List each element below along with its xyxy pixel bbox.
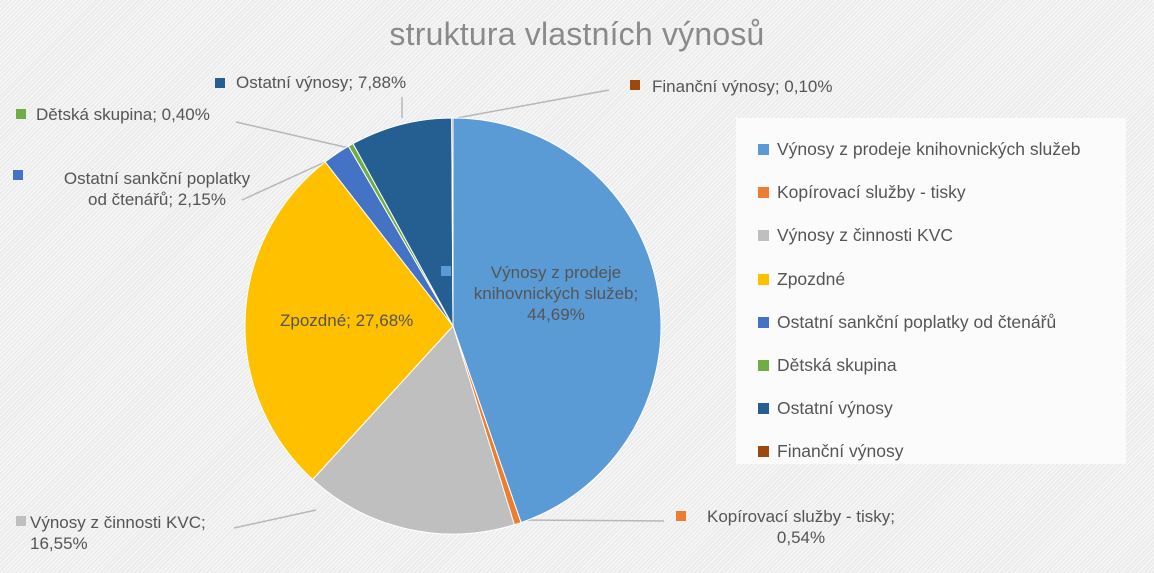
data-label-marker xyxy=(13,170,23,180)
data-label: Výnosy z prodeje knihovnických služeb; 44,… xyxy=(406,262,706,325)
data-label-marker xyxy=(215,78,225,88)
legend-swatch xyxy=(758,360,769,372)
pie-slice-4 xyxy=(244,161,454,481)
data-label-line: 16,55% xyxy=(30,534,88,553)
legend-label: Ostatní výnosy xyxy=(777,398,893,419)
data-label-line: Výnosy z prodeje xyxy=(490,263,622,282)
legend-item: Kopírovací služby - tisky xyxy=(736,171,1126,214)
data-label-line: od čtenářů; 2,15% xyxy=(88,190,226,209)
legend-item: Výnosy z činnosti KVC xyxy=(736,214,1126,257)
data-label-marker xyxy=(16,109,26,119)
legend-item: Zpozdné xyxy=(736,258,1126,301)
data-label-marker xyxy=(676,511,686,521)
legend-label: Finanční výnosy xyxy=(777,441,904,462)
data-label: Výnosy z činnosti KVC; 16,55% xyxy=(30,512,206,554)
data-label-marker xyxy=(630,80,640,90)
pie-slice-3 xyxy=(311,325,515,535)
data-label-marker xyxy=(441,266,451,276)
legend-item: Ostatní sankční poplatky od čtenářů xyxy=(736,301,1126,344)
chart-title: struktura vlastních výnosů xyxy=(389,16,765,52)
legend-label: Zpozdné xyxy=(777,268,846,289)
leader-line xyxy=(241,156,337,201)
legend-label: Ostatní sankční poplatky od čtenářů xyxy=(777,311,1057,332)
data-label-marker xyxy=(16,516,26,526)
data-label-line: Kopírovací služby - tisky; xyxy=(706,507,895,526)
pie-slice-8 xyxy=(451,117,454,327)
data-label: Ostatní výnosy; 7,88% xyxy=(236,72,406,93)
data-label-line: Zpozdné; 27,68% xyxy=(280,311,414,330)
legend-swatch xyxy=(758,446,769,458)
legend-label: Dětská skupina xyxy=(777,355,897,376)
data-label: Finanční výnosy; 0,10% xyxy=(652,76,832,97)
legend-swatch xyxy=(758,187,769,199)
legend-swatch xyxy=(758,144,769,156)
leader-line xyxy=(233,509,317,529)
legend-swatch xyxy=(758,273,769,285)
legend-label: Výnosy z činnosti KVC xyxy=(777,225,954,246)
data-label: Ostatní sankční poplatky od čtenářů; 2,15… xyxy=(7,168,307,210)
data-label-line: Výnosy z činnosti KVC; xyxy=(30,513,206,532)
legend-swatch xyxy=(758,403,769,415)
legend-item: Ostatní výnosy xyxy=(736,387,1126,430)
legend-label: Kopírovací služby - tisky xyxy=(777,182,966,203)
legend-swatch xyxy=(758,230,769,242)
legend-label: Výnosy z prodeje knihovnických služeb xyxy=(777,139,1081,160)
data-label: Zpozdné; 27,68% xyxy=(280,310,413,331)
data-label: Dětská skupina; 0,40% xyxy=(36,104,210,125)
chart-legend: Výnosy z prodeje knihovnických služeb Kop… xyxy=(736,118,1126,464)
pie-slice-1 xyxy=(452,117,662,524)
data-label-line: knihovnických služeb; xyxy=(473,284,639,303)
data-label: Kopírovací služby - tisky; 0,54% xyxy=(651,506,951,548)
leader-line xyxy=(456,89,610,119)
legend-item: Dětská skupina xyxy=(736,344,1126,387)
legend-swatch xyxy=(758,316,769,328)
data-label-line: 0,54% xyxy=(776,528,826,547)
leader-line xyxy=(235,121,350,149)
data-label-line: Ostatní výnosy; 7,88% xyxy=(236,73,407,92)
pie-slice-7 xyxy=(352,117,454,327)
data-label-line: Dětská skupina; 0,40% xyxy=(36,105,210,124)
legend-item: Výnosy z prodeje knihovnických služeb xyxy=(736,128,1126,171)
leader-line xyxy=(514,519,665,522)
data-label-line: Finanční výnosy; 0,10% xyxy=(652,77,833,96)
data-label-line: Ostatní sankční poplatky xyxy=(63,169,251,188)
legend-item: Finanční výnosy xyxy=(736,430,1126,473)
data-label-line: 44,69% xyxy=(527,305,585,324)
